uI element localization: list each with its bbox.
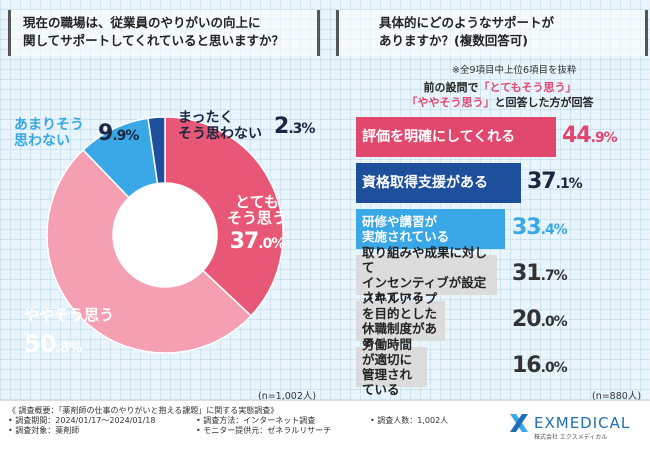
right-question-line1: 具体的にどのようなサポートが bbox=[379, 15, 555, 30]
right-question-text: 具体的にどのようなサポートが ありますか？(複数回答可) bbox=[379, 14, 554, 50]
bar-value-label: 20.0% bbox=[512, 307, 568, 332]
survey-period: • 調査期間：2024/01/17〜2024/01/18 bbox=[8, 416, 156, 425]
left-question-line2: 関してサポートしてくれていると思いますか？ bbox=[23, 33, 285, 48]
bar-value-label: 33.4% bbox=[512, 215, 568, 240]
bar: スキルアップを目的とした 休職制度がある bbox=[356, 291, 445, 351]
bar: 研修や講習が 実施されている bbox=[356, 209, 505, 249]
pie-label-totemo: とても そう思う 37.0% bbox=[226, 193, 287, 254]
pie-label-mattaku: まったく そう思わない 2.3% bbox=[178, 110, 315, 143]
survey-method: • 調査方法：インターネット調査 bbox=[196, 416, 316, 425]
survey-target: • 調査対象：薬剤師 bbox=[8, 426, 80, 435]
logo-name: EXMEDICAL bbox=[534, 414, 631, 432]
bar-value-label: 31.7% bbox=[512, 261, 568, 286]
bar-value-label: 44.9% bbox=[562, 123, 618, 148]
bar: 評価を明確にしてくれる bbox=[356, 117, 556, 157]
pie-label-yaya: ややそう思う 50.8% bbox=[24, 306, 115, 358]
pie-center-hole bbox=[113, 183, 217, 287]
survey-respondents: • 調査人数：1,002人 bbox=[370, 416, 449, 425]
left-question-box: 現在の職場は、従業員のやりがいの向上に 関してサポートしてくれていると思いますか… bbox=[8, 10, 320, 56]
bar: 取り組みや成果に対して インセンティブが設定されている bbox=[356, 245, 497, 305]
exmedical-logo: EXMEDICAL 株式会社 エクスメディカル bbox=[508, 412, 631, 441]
footer: 《 調査概要：「薬剤師の仕事のやりがいと抱える課題」に関する実態調査》 • 調査… bbox=[0, 400, 650, 451]
survey-provider: • モニター提供元：ゼネラルリサーチ bbox=[196, 426, 332, 435]
logo-mark-icon bbox=[510, 414, 528, 432]
subhead-highlight: 「とてもそう思う」 bbox=[478, 81, 577, 94]
logo-subname: 株式会社 エクスメディカル bbox=[534, 434, 608, 441]
right-question-line2: ありますか？(複数回答可) bbox=[379, 33, 528, 48]
subhead-highlight: 「ややそう思う」 bbox=[406, 96, 495, 109]
left-question-line1: 現在の職場は、従業員のやりがいの向上に bbox=[23, 15, 261, 30]
pie-n-label: (n=1,002人) bbox=[258, 391, 317, 402]
bar-subheading: 前の設問で「とてもそう思う」 「ややそう思う」と回答した方が回答 bbox=[360, 80, 640, 110]
bar-n-label: (n=880人) bbox=[592, 391, 642, 402]
pie-chart bbox=[46, 116, 284, 354]
survey-overview: 《 調査概要：「薬剤師の仕事のやりがいと抱える課題」に関する実態調査》 bbox=[8, 406, 279, 415]
bar-value-label: 37.1% bbox=[527, 169, 583, 194]
bar: 資格取得支援がある bbox=[356, 163, 521, 203]
pie-label-amari: あまりそう 思わない 9.9% bbox=[14, 117, 139, 150]
subhead-part: と回答した方が回答 bbox=[494, 96, 594, 109]
right-question-box: 具体的にどのようなサポートが ありますか？(複数回答可) bbox=[336, 10, 648, 56]
right-note: ※全9項目中上位6項目を抜粋 bbox=[452, 65, 577, 76]
bar: 労働時間が適切に 管理されている bbox=[356, 337, 427, 397]
left-question-text: 現在の職場は、従業員のやりがいの向上に 関してサポートしてくれていると思いますか… bbox=[23, 14, 284, 50]
bar-value-label: 16.0% bbox=[512, 353, 568, 378]
subhead-part: 前の設問で bbox=[423, 81, 479, 94]
